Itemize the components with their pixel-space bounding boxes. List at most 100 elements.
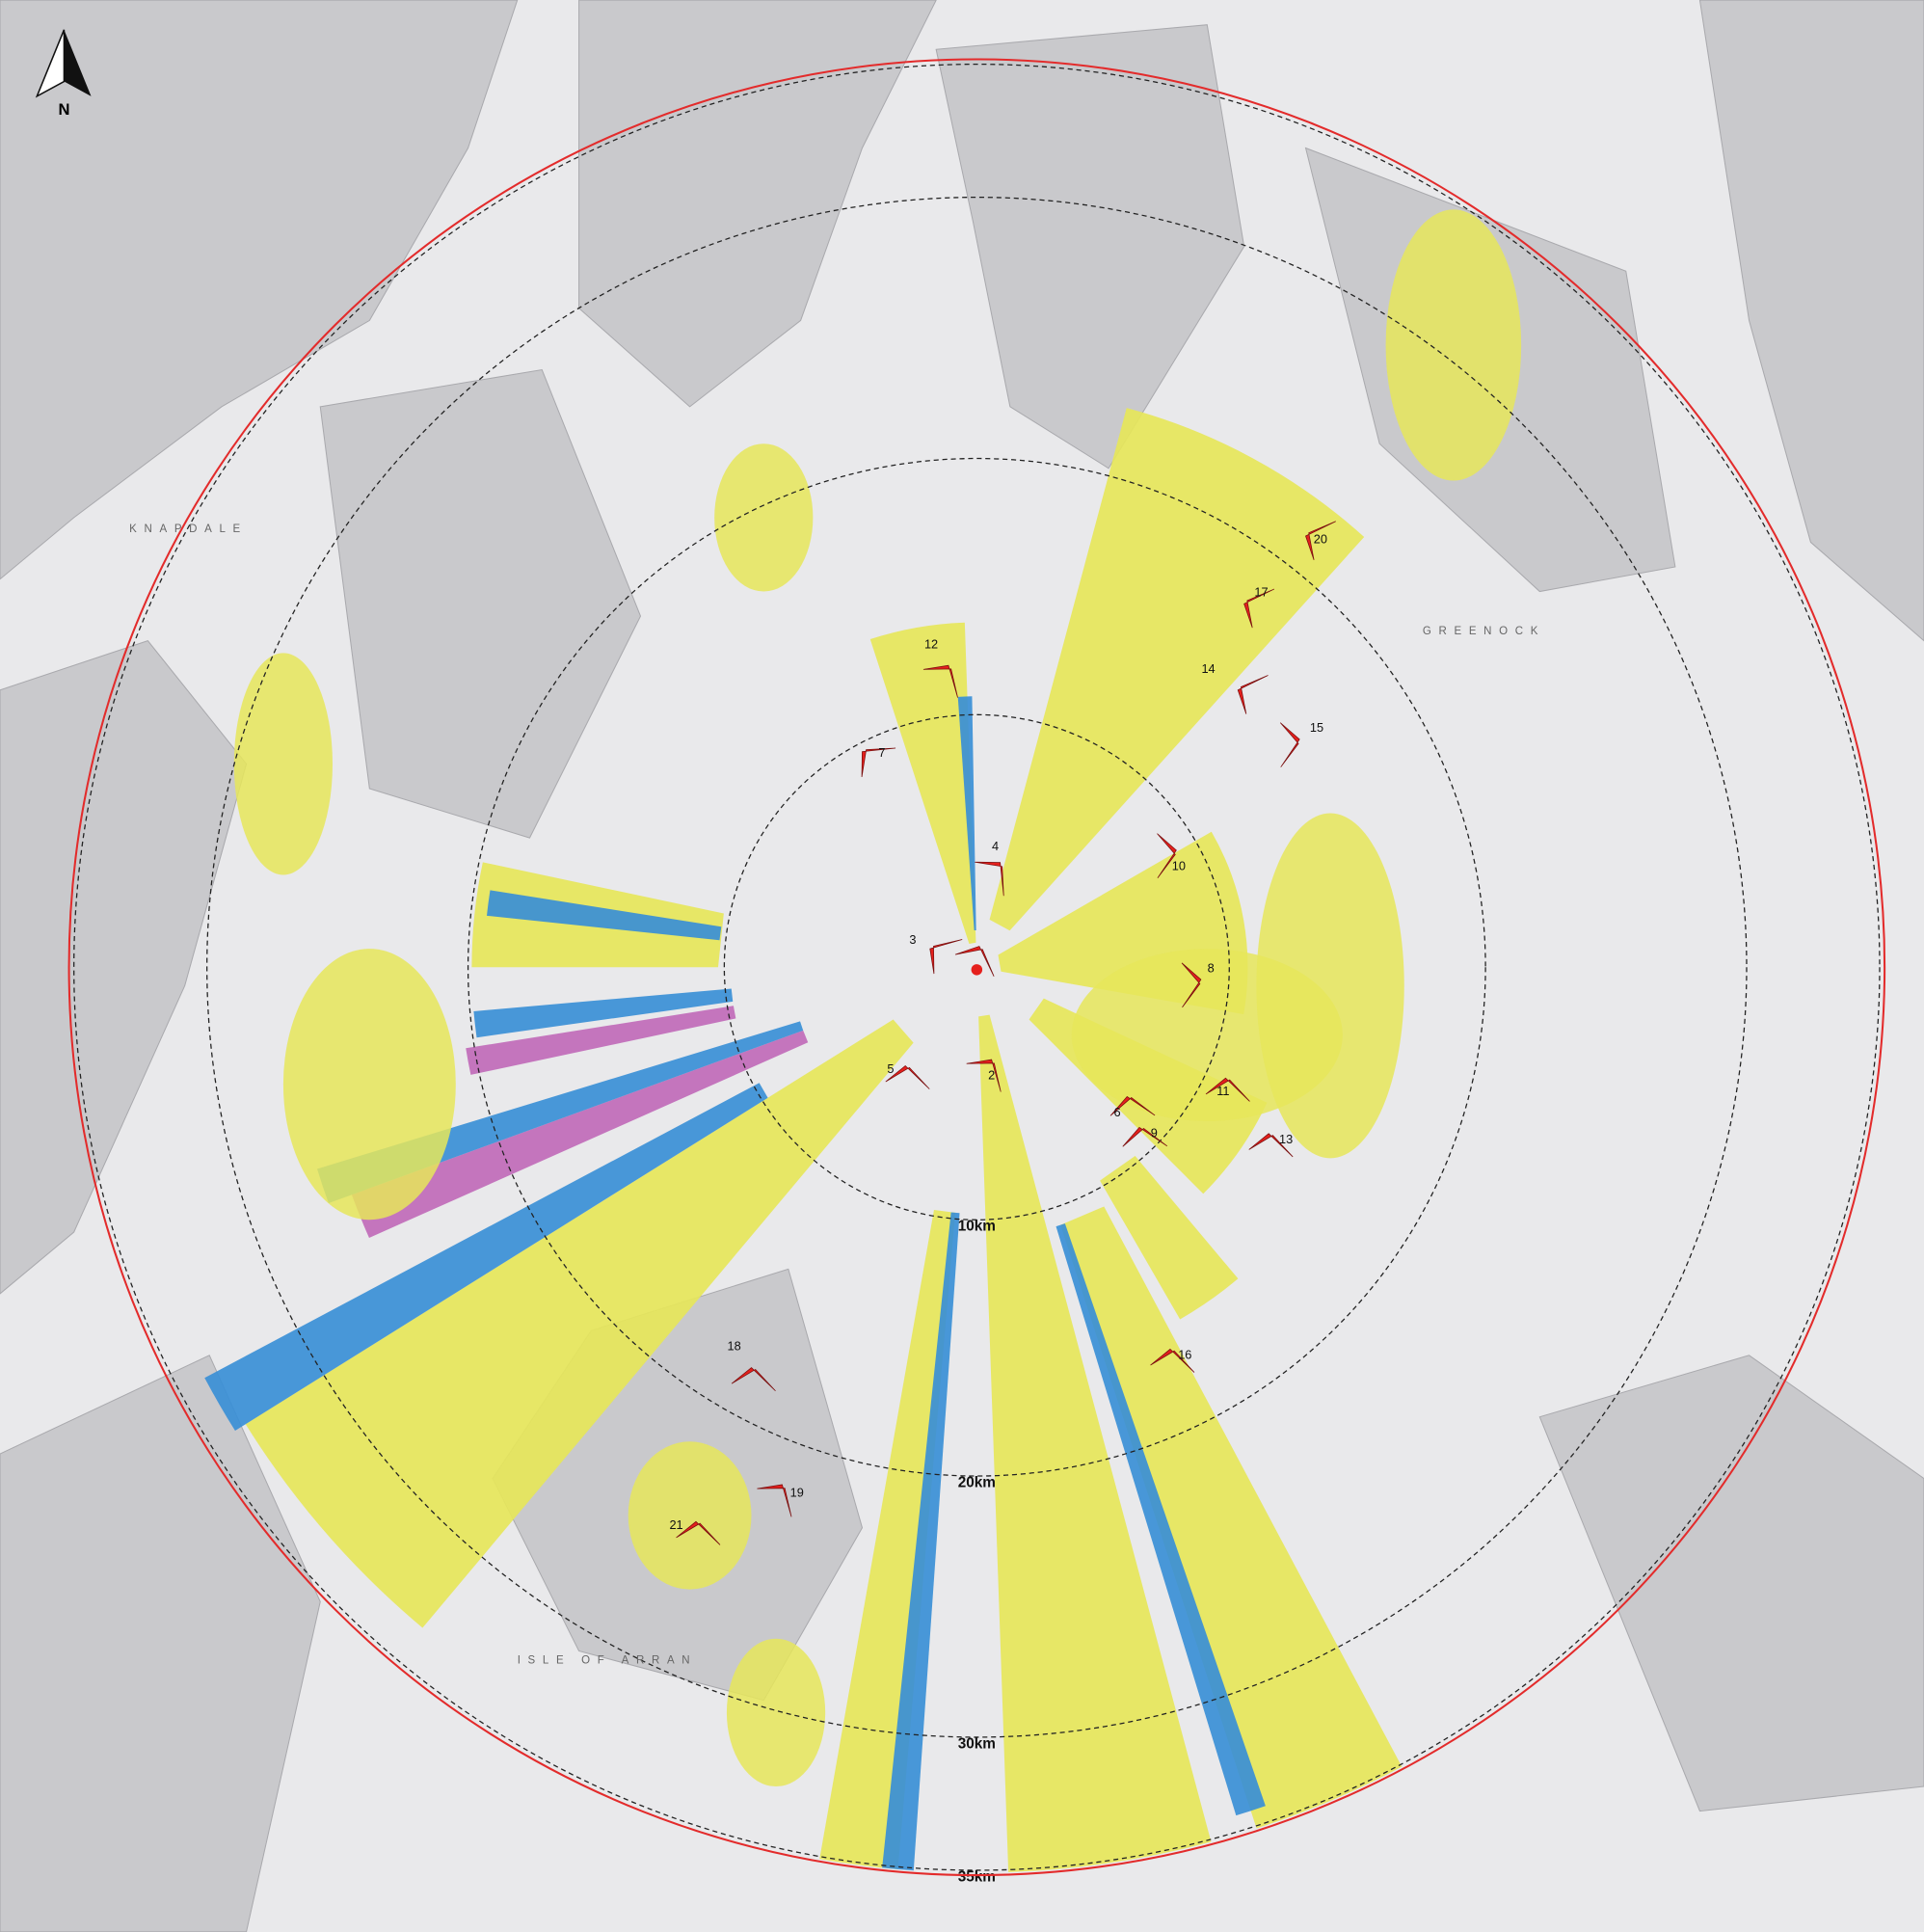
visibility-patch [714, 443, 814, 592]
viewpoint-marker [1305, 521, 1336, 561]
visibility-patch [726, 1638, 826, 1787]
viewpoint-marker [1181, 962, 1202, 1008]
viewpoint-marker [1205, 1077, 1250, 1102]
viewpoint-arrow [885, 1064, 930, 1089]
viewpoint-label: 5 [887, 1061, 894, 1076]
viewpoint-arrow [1157, 833, 1177, 878]
north-label: N [58, 100, 69, 119]
viewpoint-label: 16 [1178, 1348, 1191, 1362]
viewpoint-marker [1248, 1133, 1294, 1158]
ring-label: 30km [958, 1735, 996, 1752]
viewpoint-label: 18 [727, 1339, 740, 1354]
visibility-wedge [466, 1006, 736, 1075]
ring-label: 10km [958, 1219, 996, 1235]
ring-label: 35km [958, 1868, 996, 1885]
place-label: GREENOCK [1423, 626, 1545, 637]
viewpoint-marker [929, 939, 963, 975]
viewpoint-marker [861, 747, 896, 778]
viewpoint-label: 7 [878, 745, 885, 760]
viewpoint-label: 3 [909, 932, 916, 947]
viewpoint-arrow [975, 861, 1004, 897]
viewpoint-marker [922, 664, 958, 698]
viewpoint-marker [1109, 1095, 1156, 1116]
distance-ring [723, 713, 1230, 1221]
viewpoint-arrow [1243, 588, 1275, 629]
viewpoint-label: 9 [1151, 1126, 1158, 1140]
viewpoint-arrow [966, 1059, 1002, 1092]
viewpoint-label: 14 [1201, 661, 1215, 676]
viewpoint-arrow [676, 1520, 721, 1545]
viewpoint-arrow [1205, 1077, 1250, 1102]
ring-label: 20km [958, 1475, 996, 1491]
viewpoint-marker [731, 1367, 776, 1391]
viewpoint-marker [1150, 1348, 1195, 1373]
viewpoint-arrow [1237, 675, 1269, 714]
distance-rings: 10km 20km 30km 35km [67, 58, 1886, 1885]
viewpoint-marker [1157, 833, 1177, 878]
visibility-patch [1256, 813, 1404, 1159]
viewpoint-label: 11 [1216, 1084, 1229, 1098]
viewpoint-arrow [1181, 962, 1202, 1008]
viewpoint-label: 17 [1254, 585, 1268, 600]
viewpoint-marker [1243, 588, 1275, 629]
visibility-wedge [989, 408, 1365, 931]
viewpoint-arrow [1279, 722, 1300, 767]
visibility-coverage [204, 209, 1522, 1872]
visibility-wedge [351, 1030, 809, 1238]
viewpoint-arrow [1122, 1126, 1168, 1147]
viewpoint-marker [975, 861, 1004, 897]
visibility-patch [628, 1441, 752, 1590]
visibility-wedge [882, 1212, 960, 1871]
site-centre [971, 964, 983, 976]
visibility-wedge [473, 988, 734, 1038]
viewpoint-arrow [1150, 1348, 1195, 1373]
viewpoint-arrow [1248, 1133, 1294, 1158]
viewpoint-arrow [929, 939, 963, 975]
viewpoint-marker [676, 1520, 721, 1545]
viewpoint-marker [885, 1064, 930, 1089]
visibility-wedge [245, 1019, 914, 1628]
viewpoint-arrow [731, 1367, 776, 1391]
visibility-wedge [486, 890, 722, 941]
viewpoint-marker [966, 1059, 1002, 1092]
viewpoint-label: 13 [1279, 1132, 1293, 1146]
visibility-patch [1385, 209, 1522, 481]
viewpoint-marker [1279, 722, 1300, 767]
viewpoint-label: 2 [988, 1068, 995, 1083]
viewpoint-label: 20 [1314, 532, 1327, 547]
place-label: KNAPDALE [129, 523, 248, 535]
viewpoint-label: 12 [924, 636, 938, 651]
viewpoint-arrow [922, 664, 958, 698]
viewpoint-label: 8 [1208, 960, 1215, 975]
visibility-wedge [957, 696, 976, 931]
viewpoint-arrow [757, 1484, 792, 1517]
visibility-wedge [1060, 1206, 1403, 1829]
viewpoint-label: 21 [669, 1517, 682, 1532]
distance-ring [206, 196, 1748, 1738]
viewpoint-label: 15 [1310, 720, 1323, 735]
visibility-wedge [204, 1083, 768, 1432]
distance-ring [467, 457, 1486, 1477]
viewpoint-label: 4 [992, 839, 999, 853]
viewpoint-marker [954, 946, 995, 977]
viewpoints: 2 3 4 5 6 7 8 9 10 11 12 13 14 15 16 17 18 19 20 21 [669, 521, 1336, 1545]
visibility-wedge [978, 1014, 1212, 1872]
viewpoint-marker [757, 1484, 792, 1517]
visibility-wedge [1100, 1156, 1239, 1320]
outer-boundary [67, 58, 1886, 1877]
viewpoint-arrow [1109, 1095, 1156, 1116]
visibility-patch [233, 653, 334, 875]
viewpoint-label: 6 [1113, 1105, 1120, 1119]
visibility-wedge [869, 622, 976, 944]
viewpoint-label: 10 [1172, 858, 1186, 872]
viewpoint-marker [1237, 675, 1269, 714]
visibility-wedge [1056, 1223, 1266, 1816]
place-label: ISLE OF ARRAN [518, 1654, 698, 1666]
viewpoint-arrow [861, 747, 896, 778]
viewpoint-label: 19 [790, 1486, 804, 1500]
viewpoint-marker [1122, 1126, 1168, 1147]
viewpoint-arrow [1305, 521, 1336, 561]
visibility-patch [282, 949, 456, 1221]
